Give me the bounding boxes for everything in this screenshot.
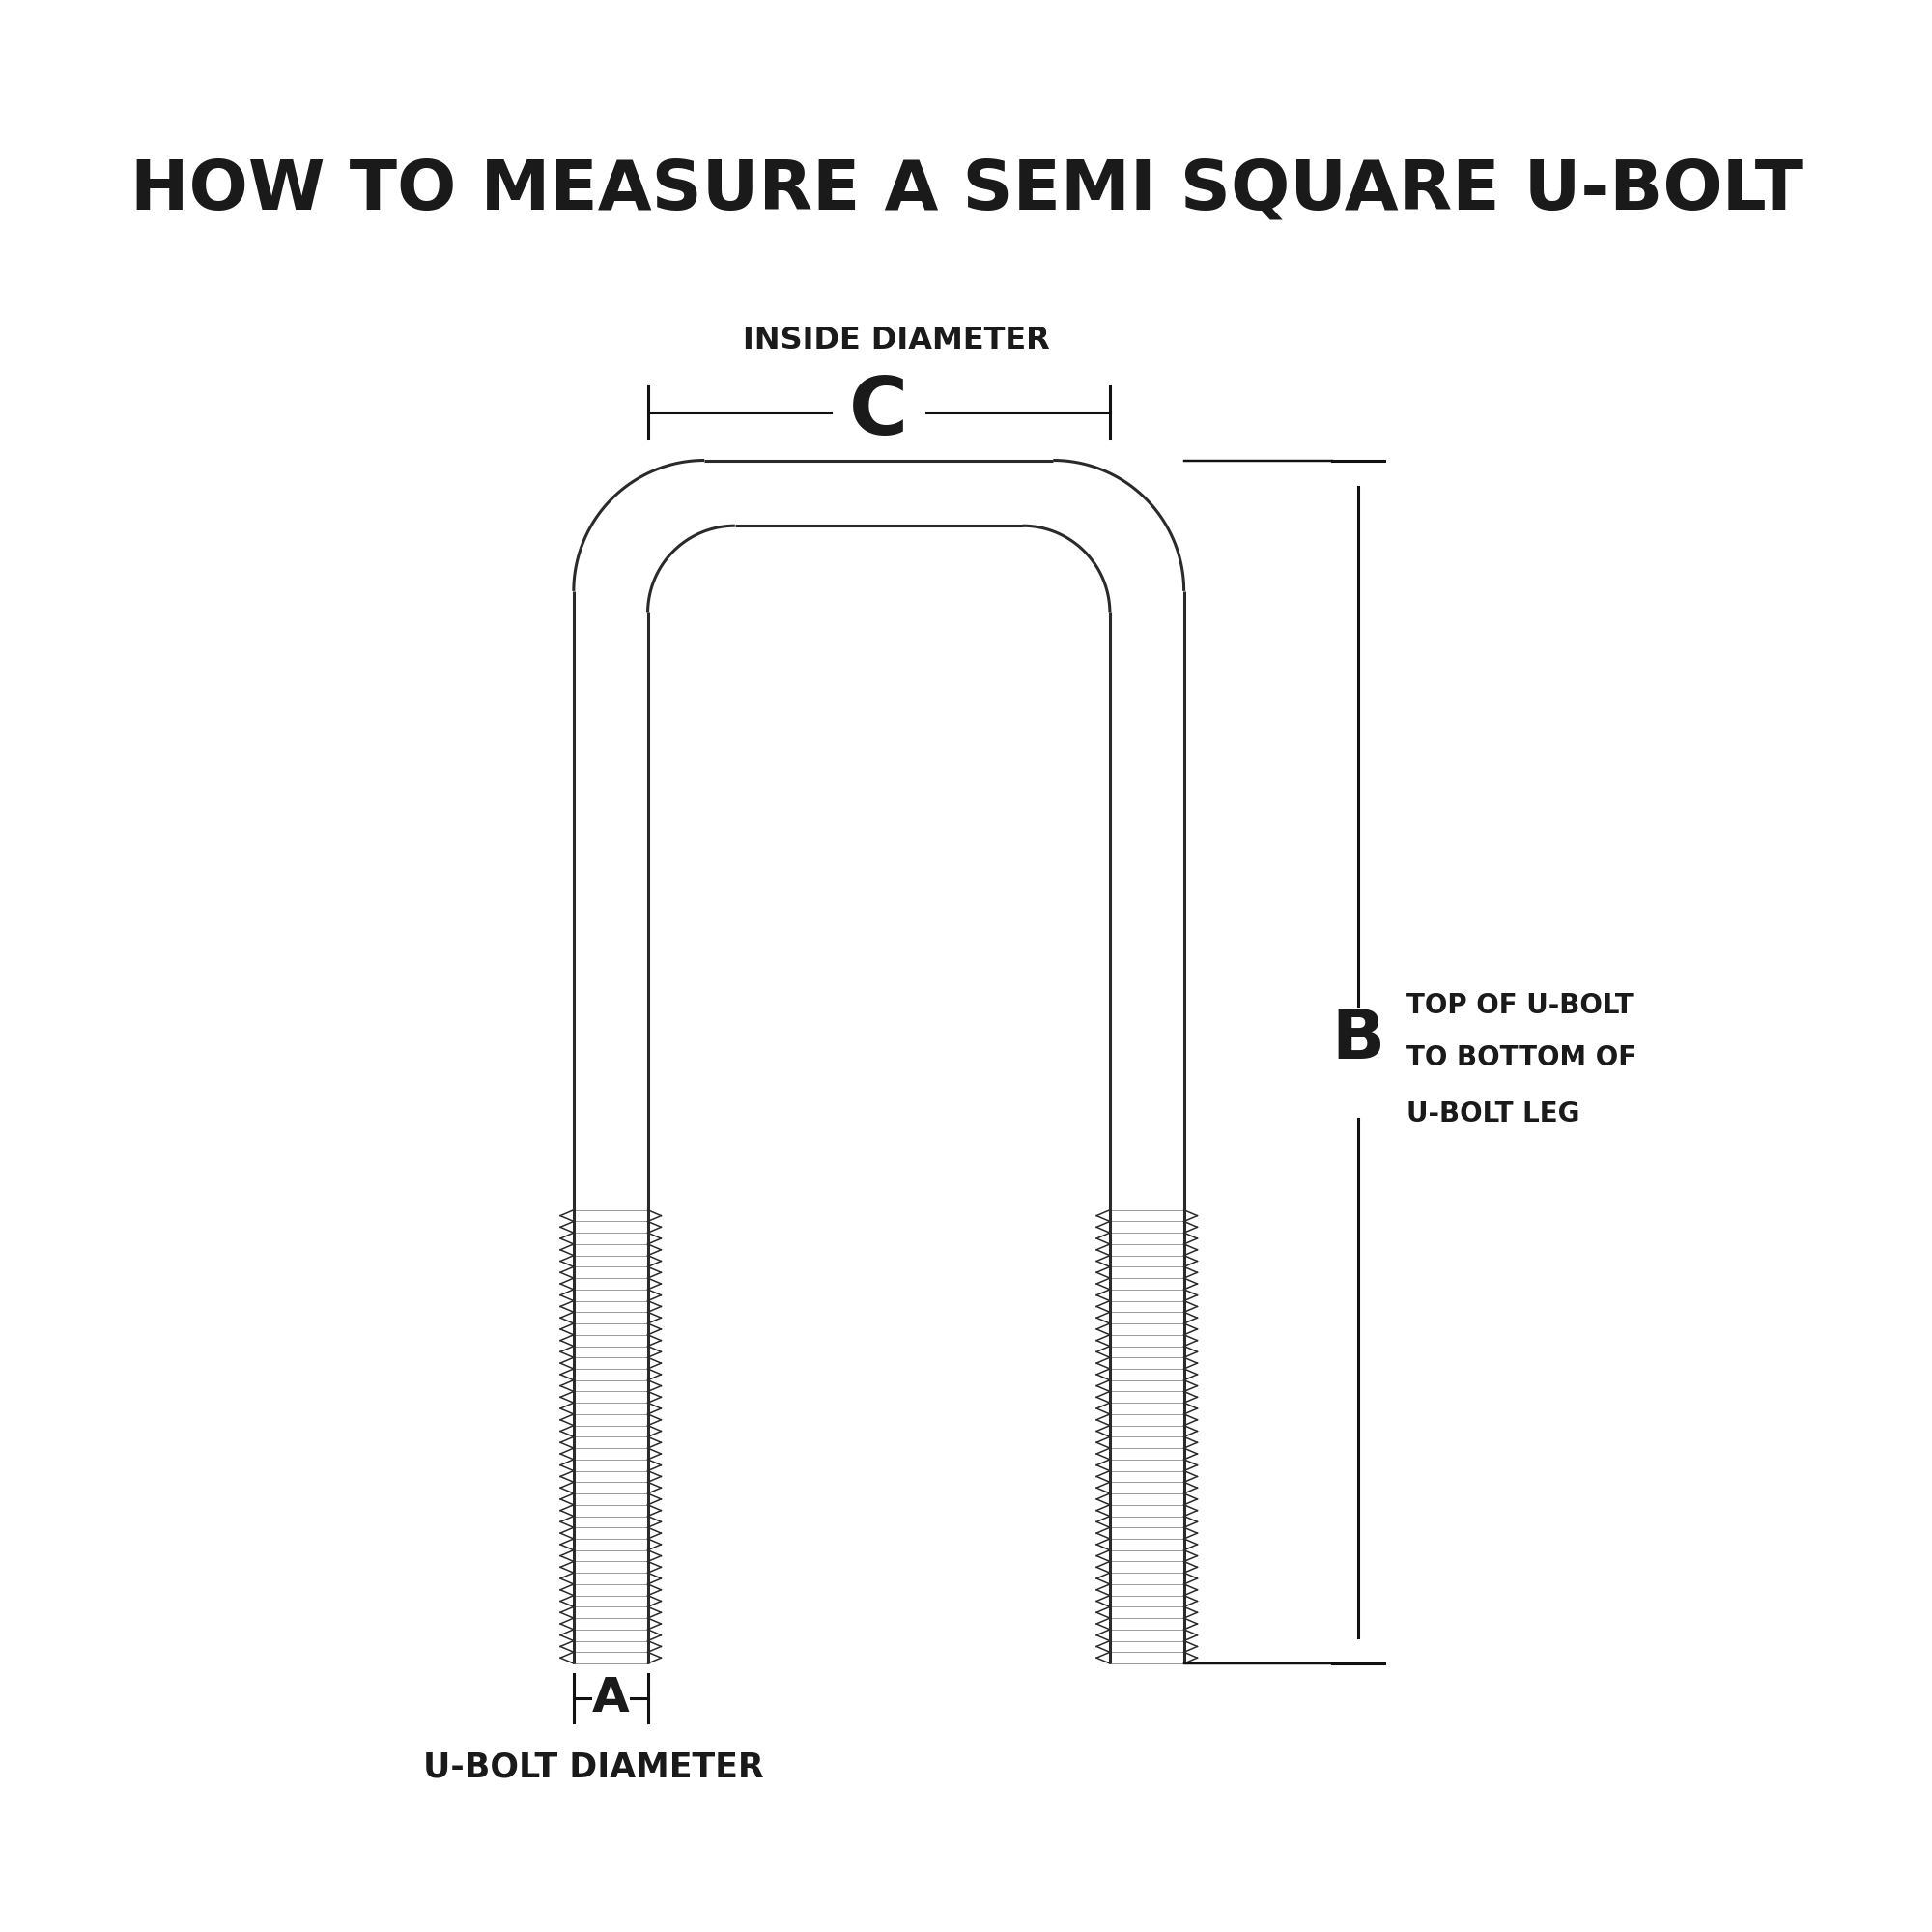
Text: A: A	[591, 1675, 630, 1721]
Text: B: B	[1331, 1007, 1385, 1074]
Text: U-BOLT LEG: U-BOLT LEG	[1406, 1101, 1580, 1128]
Text: C: C	[850, 373, 908, 452]
Text: INSIDE DIAMETER: INSIDE DIAMETER	[742, 327, 1049, 355]
Text: HOW TO MEASURE A SEMI SQUARE U-BOLT: HOW TO MEASURE A SEMI SQUARE U-BOLT	[129, 156, 1803, 224]
Text: TOP OF U-BOLT: TOP OF U-BOLT	[1406, 991, 1633, 1018]
Text: TO BOTTOM OF: TO BOTTOM OF	[1406, 1043, 1636, 1070]
Text: U-BOLT DIAMETER: U-BOLT DIAMETER	[423, 1750, 763, 1783]
